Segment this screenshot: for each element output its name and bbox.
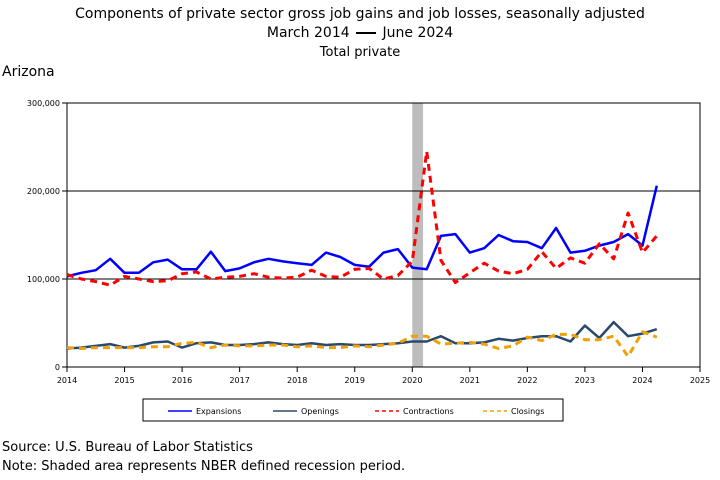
x-tick-label: 2016 [172, 376, 192, 385]
x-tick-label: 2021 [460, 376, 480, 385]
chart-title: Components of private sector gross job g… [75, 6, 645, 22]
x-tick-label: 2023 [575, 376, 595, 385]
legend-label-openings: Openings [301, 407, 339, 416]
region-label: Arizona [2, 64, 55, 80]
date-range-end: June 2024 [382, 25, 454, 41]
legend-layer: Expansions Openings Contractions Closings [168, 407, 544, 416]
y-tick-label: 200,000 [27, 187, 60, 196]
legend-label-closings: Closings [511, 407, 544, 416]
source-note: Source: U.S. Bureau of Labor Statistics [2, 440, 253, 455]
x-tick-label: 2014 [57, 376, 77, 385]
series-line-expansions [66, 185, 659, 278]
series-line-contractions [66, 149, 658, 287]
series-layer [66, 149, 659, 358]
gridline-layer [67, 190, 700, 280]
series-line-closings [66, 330, 658, 358]
x-tick-label: 2022 [517, 376, 537, 385]
plot-frame [66, 102, 701, 368]
date-range-dash [356, 32, 377, 34]
y-tick-label: 100,000 [27, 275, 60, 284]
recession-note: Note: Shaded area represents NBER define… [2, 459, 406, 474]
x-tick-label: 2024 [632, 376, 652, 385]
x-tick-label: 2015 [114, 376, 134, 385]
legend-label-expansions: Expansions [196, 407, 241, 416]
axis-layer: 0 100,000 200,000 300,000 2014 2015 2016 2017 20… [27, 99, 710, 385]
chart-subtitle: Total private [319, 45, 401, 60]
y-tick-label: 300,000 [27, 99, 60, 108]
x-tick-label: 2025 [690, 376, 710, 385]
legend-label-contractions: Contractions [403, 407, 454, 416]
y-tick-label: 0 [55, 363, 60, 372]
legend-box [142, 398, 564, 422]
recession-band [412, 103, 424, 367]
x-tick-label: 2019 [345, 376, 365, 385]
recession-band-layer [412, 103, 424, 367]
date-range-start: March 2014 [266, 25, 350, 41]
x-tick-label: 2018 [287, 376, 307, 385]
x-tick-label: 2017 [229, 376, 249, 385]
x-tick-label: 2020 [402, 376, 422, 385]
date-range: March 2014 June 2024 [0, 23, 720, 43]
series-line-openings [66, 320, 658, 350]
